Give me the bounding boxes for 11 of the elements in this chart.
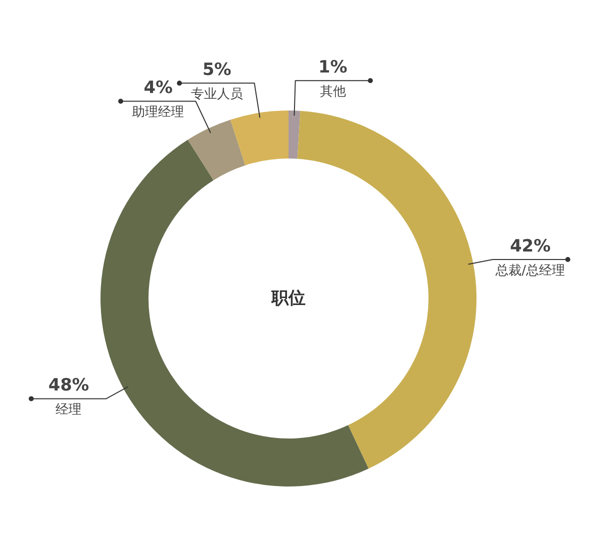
slice-label: 经理 <box>56 402 82 418</box>
data-label: 1% <box>318 58 348 78</box>
slice-label: 专业人员 <box>190 87 243 102</box>
data-label: 48% <box>48 376 90 396</box>
slice-label: 其他 <box>320 84 346 100</box>
text: 职位 <box>270 288 306 308</box>
slice-label: 助理经理 <box>132 105 184 120</box>
data-label: 5% <box>202 60 232 80</box>
data-label: 42% <box>510 236 551 257</box>
data-label: 4% <box>144 78 173 98</box>
slice-label: 总裁/总经理 <box>494 264 566 279</box>
